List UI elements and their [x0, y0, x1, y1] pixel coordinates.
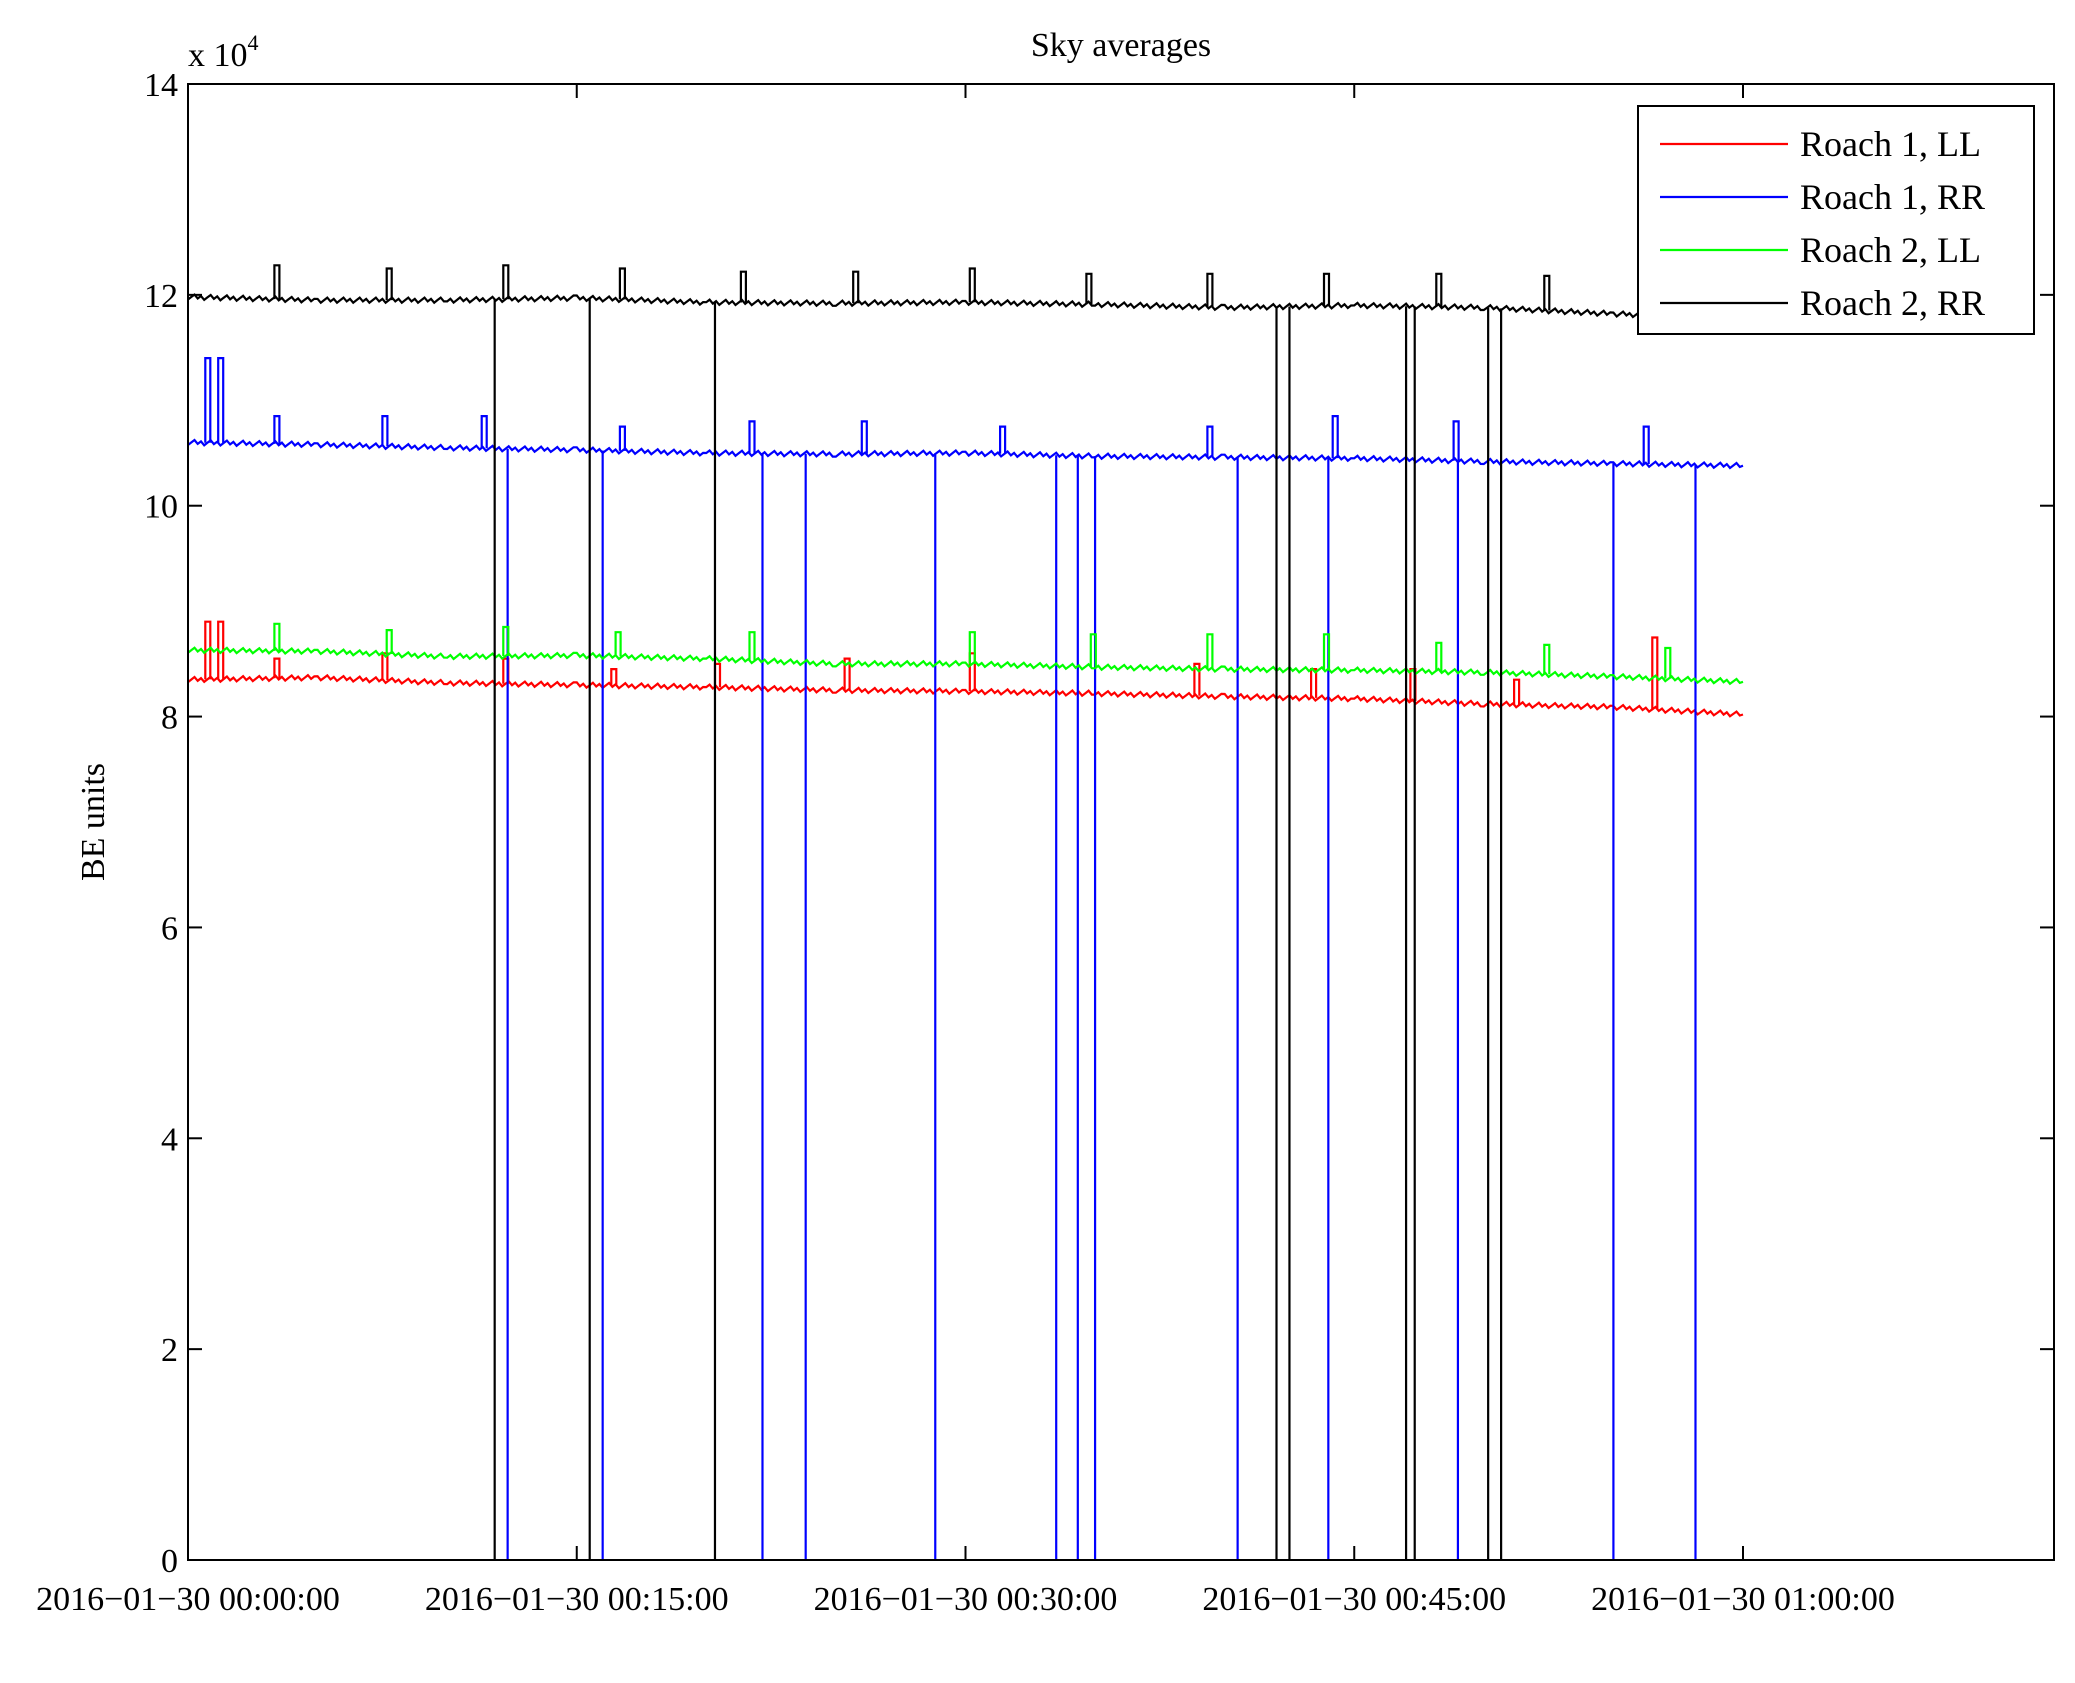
- series-spike: [204, 357, 212, 443]
- y-tick-label: 12: [144, 278, 178, 315]
- series-spike: [273, 657, 281, 679]
- y-tick-label: 0: [161, 1543, 178, 1580]
- series-spike: [273, 622, 281, 651]
- series-spike: [381, 652, 389, 681]
- series-spike: [1435, 272, 1443, 307]
- series-spike: [1664, 646, 1672, 679]
- series-spike: [968, 267, 976, 303]
- series-spike: [480, 415, 488, 449]
- series-spike: [999, 425, 1007, 454]
- x-tick-label: 2016−01−30 01:00:00: [1591, 1581, 1895, 1618]
- series-line: [187, 438, 1744, 470]
- series-spike: [273, 415, 281, 444]
- series-spike: [618, 425, 626, 451]
- legend-label: Roach 1, RR: [1800, 177, 1985, 217]
- series-spike: [385, 629, 393, 654]
- y-axis-label: BE units: [75, 763, 112, 881]
- legend: Roach 1, LL Roach 1, RR Roach 2, LL Roach 2…: [1637, 105, 2035, 335]
- y-tick-label: 4: [161, 1121, 178, 1158]
- series-spike: [739, 270, 747, 303]
- series-spike: [1206, 272, 1214, 308]
- series-spike: [1435, 641, 1443, 672]
- series-spike: [1193, 662, 1201, 696]
- series-spike: [502, 264, 510, 300]
- plot-frame: [187, 83, 2055, 1561]
- ticks-layer: 0 2 4 6 8 10 12 14 2016−01−30 00:00:00 2016−01−30…: [36, 67, 2054, 1618]
- series-spike: [1206, 425, 1214, 458]
- series-spike: [385, 267, 393, 301]
- series-spike: [843, 657, 851, 691]
- series-spike: [968, 652, 976, 692]
- x-tick-label: 2016−01−30 00:45:00: [1202, 1581, 1506, 1618]
- series-spike: [1089, 633, 1097, 667]
- y-tick-label: 8: [161, 700, 178, 737]
- series-spike: [1452, 420, 1460, 461]
- y-multiplier: x 104: [188, 30, 259, 74]
- y-tick-label: 14: [144, 67, 178, 104]
- series-spike: [1085, 272, 1093, 305]
- legend-label: Roach 2, LL: [1800, 230, 1981, 270]
- legend-label: Roach 1, LL: [1800, 124, 1981, 164]
- series-spike: [968, 631, 976, 664]
- series-spike: [1543, 274, 1551, 311]
- legend-label: Roach 2, RR: [1800, 283, 1985, 323]
- legend-items: Roach 1, LL Roach 1, RR Roach 2, LL Roach 2…: [1660, 124, 1985, 323]
- y-multiplier-exponent: 4: [248, 30, 259, 55]
- y-multiplier-base: x 10: [188, 37, 248, 74]
- series-spike: [273, 264, 281, 300]
- series-spike: [1331, 415, 1339, 459]
- series-spike: [618, 267, 626, 300]
- series-spike: [610, 668, 618, 686]
- series-spike: [748, 631, 756, 661]
- series-spike: [1651, 636, 1659, 710]
- series-line: [187, 293, 1744, 322]
- x-tick-label: 2016−01−30 00:15:00: [425, 1581, 729, 1618]
- series-spike: [1322, 272, 1331, 306]
- series-spike: [852, 270, 860, 304]
- series-spike: [748, 420, 756, 454]
- series-spike: [381, 415, 389, 447]
- x-tick-label: 2016−01−30 00:00:00: [36, 1581, 340, 1618]
- series-spike: [217, 357, 225, 443]
- series-spike: [860, 420, 868, 454]
- series-spike: [1543, 643, 1551, 675]
- series-spike: [1322, 633, 1331, 670]
- series-spike: [502, 625, 510, 656]
- series-spike: [1642, 425, 1650, 464]
- series-spike: [614, 631, 622, 657]
- x-tick-label: 2016−01−30 00:30:00: [814, 1581, 1118, 1618]
- series-layer: [187, 264, 1744, 1560]
- y-tick-label: 6: [161, 910, 178, 947]
- y-tick-label: 10: [144, 489, 178, 526]
- series-line: [187, 646, 1744, 686]
- chart-title: Sky averages: [1031, 27, 1211, 64]
- series-spike: [1513, 678, 1521, 705]
- y-tick-label: 2: [161, 1332, 178, 1369]
- series-line: [187, 673, 1744, 718]
- series-spike: [1206, 633, 1214, 669]
